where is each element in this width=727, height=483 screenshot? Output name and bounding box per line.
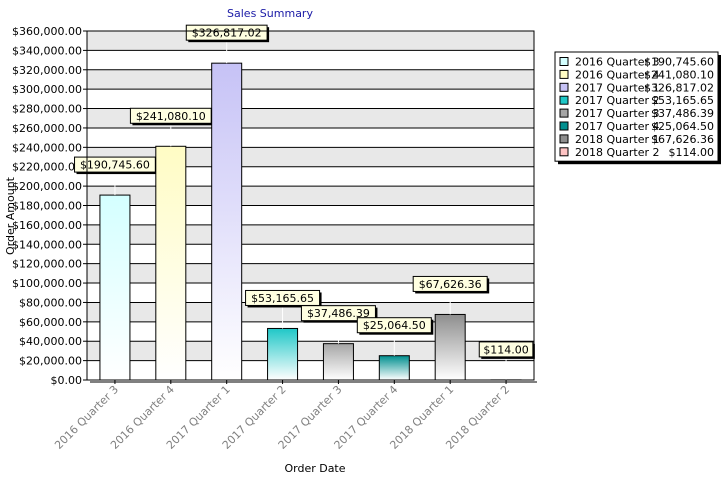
data-label-box: [412, 275, 488, 292]
bar: [155, 145, 187, 381]
bar: [267, 327, 299, 381]
y-tick-label: $60,000.00: [19, 316, 82, 329]
legend-value: $53,165.65: [651, 94, 714, 107]
legend-value: $241,080.10: [644, 68, 714, 81]
grid-band: [87, 166, 534, 187]
legend-box: [554, 51, 719, 162]
y-tick-label: $360,000.00: [12, 25, 82, 38]
y-tick-label: $160,000.00: [12, 219, 82, 232]
y-tick-label: $100,000.00: [12, 277, 82, 290]
x-axis-title: Order Date: [284, 462, 345, 475]
bar: [322, 343, 354, 381]
grid-band: [87, 205, 534, 225]
y-tick-label: $40,000.00: [19, 335, 82, 348]
grid-band: [87, 147, 534, 167]
legend-label: 2017 Quarter 2: [575, 94, 659, 107]
chart-title: Sales Summary: [227, 7, 313, 20]
legend-label: 2017 Quarter 3: [575, 107, 659, 120]
y-tick-label: $180,000.00: [12, 200, 82, 213]
grid-band: [87, 186, 534, 206]
plot-frame: [86, 30, 535, 381]
y-tick-label: $320,000.00: [12, 64, 82, 77]
legend-label: 2018 Quarter 2: [575, 146, 659, 159]
legend-swatch: [559, 134, 569, 144]
bar: [99, 194, 131, 381]
y-axis-title: Order Amount: [4, 176, 17, 255]
data-label-box: [356, 317, 432, 334]
data-label-box: [245, 289, 321, 306]
y-tick-label: $140,000.00: [12, 238, 82, 251]
grid-band: [87, 341, 534, 361]
data-label: $114.00: [483, 343, 529, 356]
data-label: $326,817.02: [192, 27, 262, 40]
data-label: $190,745.60: [80, 159, 150, 172]
legend-swatch: [559, 95, 569, 105]
bar: [211, 62, 243, 381]
data-label-box: [185, 24, 268, 41]
legend-value: $190,745.60: [644, 56, 714, 69]
data-label: $25,064.50: [363, 319, 426, 332]
data-label: $67,626.36: [419, 278, 482, 291]
y-tick-label: $120,000.00: [12, 258, 82, 271]
grid-band: [87, 321, 534, 342]
legend-value: $326,817.02: [644, 81, 714, 94]
bar: [378, 355, 410, 381]
legend-value: $25,064.50: [651, 120, 714, 133]
grid-band: [87, 31, 534, 51]
grid-band: [87, 360, 534, 380]
y-tick-label: $300,000.00: [12, 83, 82, 96]
bar: [434, 313, 466, 381]
legend-label: 2016 Quarter 4: [575, 68, 659, 81]
legend-label: 2018 Quarter 1: [575, 133, 659, 146]
legend-label: 2016 Quarter 3: [575, 56, 659, 69]
data-label: $241,080.10: [136, 110, 206, 123]
y-tick-label: $80,000.00: [19, 296, 82, 309]
y-tick-label: $0.00: [51, 374, 83, 387]
legend-swatch: [559, 57, 569, 66]
grid-band: [87, 127, 534, 148]
legend-swatch: [559, 108, 569, 118]
legend-swatch: [559, 69, 569, 79]
legend-value: $114.00: [669, 146, 715, 159]
y-tick-label: $20,000.00: [19, 355, 82, 368]
y-tick-label: $280,000.00: [12, 103, 82, 116]
legend-swatch: [559, 82, 569, 92]
legend-value: $67,626.36: [651, 133, 714, 146]
data-label: $37,486.39: [307, 307, 370, 320]
legend-label: 2017 Quarter 1: [575, 81, 659, 94]
grid-band: [87, 89, 534, 109]
legend-swatch: [559, 147, 569, 157]
legend-label: 2017 Quarter 4: [575, 120, 659, 133]
legend-value: $37,486.39: [651, 107, 714, 120]
grid-band: [87, 224, 534, 245]
data-label-box: [300, 305, 376, 322]
grid-band: [87, 50, 534, 70]
y-tick-label: $220,000.00: [12, 161, 82, 174]
y-tick-label: $240,000.00: [12, 141, 82, 154]
legend-swatch: [559, 121, 569, 131]
plot-area: $0.00 $20,000.00 $40,000.00 $60,000.00 $80,0…: [12, 24, 537, 452]
data-label: $53,165.65: [251, 292, 314, 305]
y-tick-label: $340,000.00: [12, 44, 82, 57]
grid-band: [87, 69, 534, 90]
grid-band: [87, 244, 534, 264]
y-tick-label: $260,000.00: [12, 122, 82, 135]
y-tick-label: $200,000.00: [12, 180, 82, 193]
data-label-box: [478, 341, 534, 358]
